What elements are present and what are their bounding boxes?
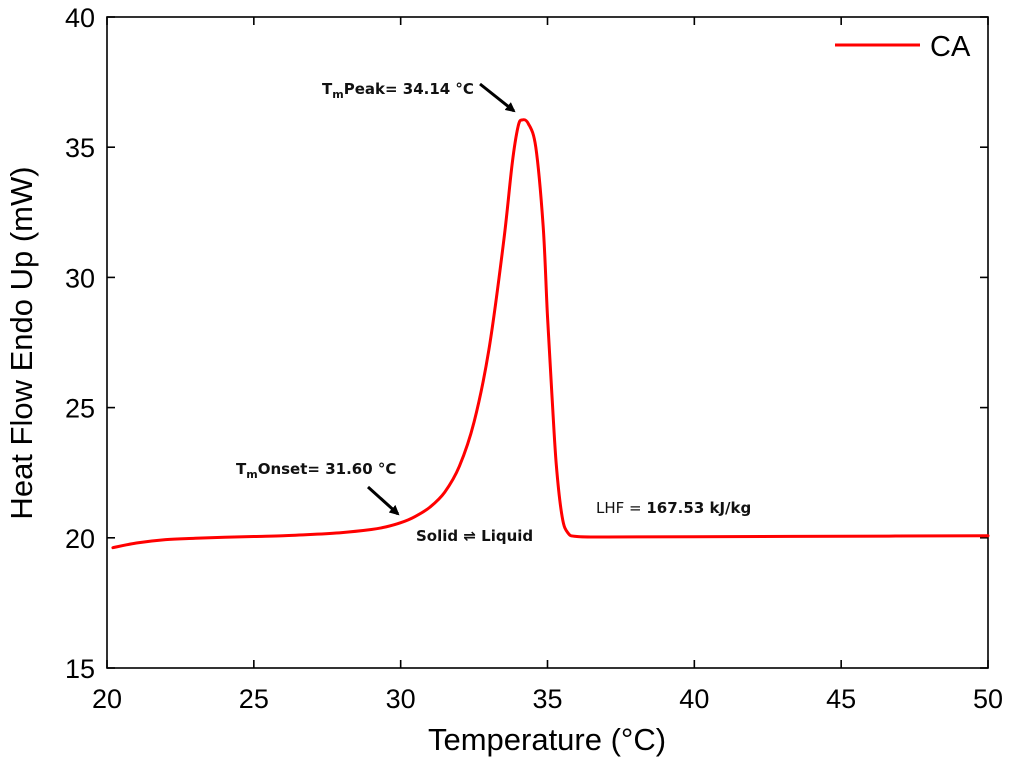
y-axis-ticks: 15 20 25 30 35 40 xyxy=(65,3,988,684)
peak-prefix: T xyxy=(322,80,333,98)
peak-arrow xyxy=(479,82,516,113)
onset-arrow xyxy=(366,485,400,516)
series-line-ca xyxy=(111,118,990,550)
y-axis-title: Heat Flow Endo Up (mW) xyxy=(4,166,39,519)
x-tick-label: 25 xyxy=(239,684,269,714)
transition-label: Solid ⇌ Liquid xyxy=(416,527,533,545)
onset-subscript: m xyxy=(246,468,257,481)
legend: CA xyxy=(835,31,971,63)
onset-prefix: T xyxy=(236,460,247,478)
y-tick-label: 35 xyxy=(65,133,95,163)
y-tick-label: 25 xyxy=(65,394,95,424)
x-tick-label: 45 xyxy=(826,684,856,714)
annotation-peak: TmPeak= 34.14 °C xyxy=(322,80,516,113)
annotation-onset: TmOnset= 31.60 °C xyxy=(236,460,400,516)
peak-text: Peak= 34.14 °C xyxy=(344,80,474,98)
x-tick-label: 20 xyxy=(92,684,122,714)
x-tick-label: 40 xyxy=(679,684,709,714)
x-tick-label: 35 xyxy=(532,684,562,714)
y-tick-label: 30 xyxy=(65,263,95,293)
lhf-label: LHF = xyxy=(596,499,646,517)
x-tick-label: 30 xyxy=(386,684,416,714)
lhf-annotation: LHF = 167.53 kJ/kg xyxy=(596,499,751,517)
y-tick-label: 20 xyxy=(65,524,95,554)
svg-text:TmPeak= 34.14 °C: TmPeak= 34.14 °C xyxy=(322,80,474,101)
x-tick-label: 50 xyxy=(973,684,1003,714)
svg-text:TmOnset= 31.60 °C: TmOnset= 31.60 °C xyxy=(236,460,396,481)
legend-label-ca: CA xyxy=(930,31,971,63)
y-tick-label: 40 xyxy=(65,3,95,33)
peak-subscript: m xyxy=(332,88,343,101)
x-axis-ticks: 20 25 30 35 40 45 50 xyxy=(92,17,1003,714)
y-tick-label: 15 xyxy=(65,654,95,684)
x-axis-title: Temperature (°C) xyxy=(428,722,666,757)
lhf-value: 167.53 kJ/kg xyxy=(646,499,751,517)
onset-text: Onset= 31.60 °C xyxy=(258,460,397,478)
